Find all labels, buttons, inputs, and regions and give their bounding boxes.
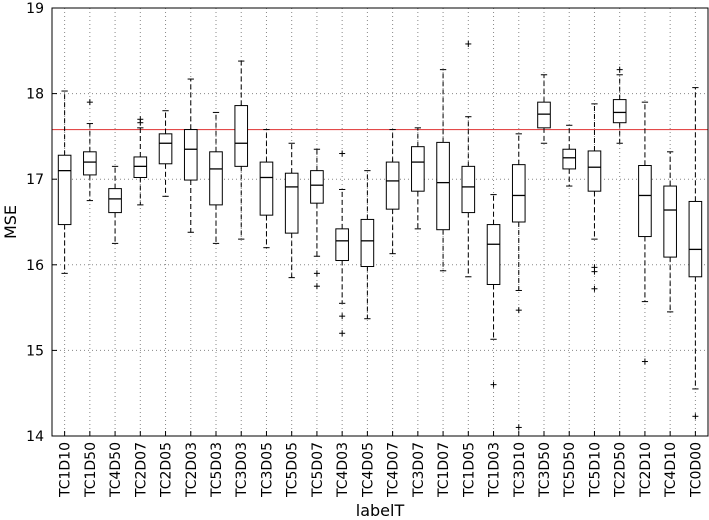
boxes [57,40,703,431]
box-iqr [562,148,577,170]
x-tick-label: TC4D05 [360,442,376,498]
box-TC2D03 [183,78,198,233]
box-iqr [587,150,602,192]
y-axis-label: MSE [1,205,20,239]
box-iqr [688,200,703,278]
y-ticks: 14 15 16 17 18 19 [26,1,57,445]
x-tick-label: TC2D03 [184,442,200,498]
box-TC1D10 [57,90,72,274]
box-iqr [436,141,450,231]
box-TC4D07 [385,129,400,255]
box-iqr [461,165,476,214]
box-iqr [612,99,627,124]
box-TC3D03 [234,60,249,240]
box-iqr [385,161,400,210]
box-TC3D07 [411,127,425,230]
box-iqr [183,129,198,181]
x-tick-label: TC3D05 [259,442,275,498]
box-TC3D50 [537,74,551,144]
y-tick-label: 15 [26,343,44,359]
x-axis-label: labelT [356,501,405,520]
y-tick-label: 16 [26,258,44,274]
box-iqr [108,188,122,214]
x-tick-label: TC1D05 [461,442,477,498]
box-iqr [57,154,72,226]
y-tick-label: 19 [26,1,44,17]
x-tick-label: TC1D10 [58,442,74,498]
x-tick-label: TC5D05 [285,442,301,498]
x-tick-label: TC2D05 [159,442,175,498]
x-tick-label: TC3D07 [411,442,427,498]
box-iqr [335,228,349,262]
x-tick-label: TC4D07 [386,442,402,498]
x-tick-label: TC0D00 [688,442,704,498]
y-tick-label: 17 [26,172,44,188]
y-tick-label: 18 [26,87,44,103]
x-tick-label: TC4D50 [108,442,124,498]
box-iqr [411,146,425,192]
box-TC1D05 [461,40,476,278]
box-TC5D50 [562,124,577,187]
box-iqr [259,161,274,216]
box-TC2D07 [133,116,148,206]
box-TC2D10 [638,101,652,365]
box-iqr [310,170,324,204]
x-tick-label: TC1D07 [436,442,452,498]
box-TC2D05 [158,110,173,197]
x-tick-label: TC5D10 [587,442,603,498]
box-TC5D03 [209,111,223,244]
box-TC5D10 [587,103,602,292]
x-tick-label: TC4D10 [663,442,679,498]
box-TC4D10 [663,151,677,313]
x-tick-label: TC5D50 [562,442,578,498]
box-TC4D05 [360,170,375,320]
x-tick-label: TC2D50 [613,442,629,498]
x-tick-label: TC5D07 [310,442,326,498]
x-tick-label: TC1D03 [487,442,503,498]
box-iqr [234,105,249,167]
box-TC0D00 [688,87,703,420]
box-iqr [537,101,551,129]
box-iqr [209,151,223,206]
box-iqr [511,164,526,223]
x-tick-label: TC1D50 [83,442,99,498]
x-tick-label: TC2D10 [638,442,654,498]
box-TC3D05 [259,129,274,249]
y-tick-label: 14 [26,429,44,445]
box-TC3D10 [511,133,526,431]
box-iqr [360,218,375,268]
x-tick-label: TC2D07 [133,442,149,498]
box-iqr [638,165,652,238]
box-iqr [486,224,501,285]
x-tick-label: TC5D03 [209,442,225,498]
grid [52,7,708,437]
box-iqr [284,172,299,234]
box-TC5D05 [284,142,299,279]
x-tick-label: TC3D10 [512,442,528,498]
box-iqr [133,156,148,178]
box-TC1D07 [436,69,450,272]
box-TC4D03 [335,150,349,337]
x-ticks: TC1D10 TC1D50 TC4D50 TC2D07 TC2D05 TC2D03 TC5D… [58,431,704,498]
box-iqr [158,133,173,165]
box-TC5D07 [310,148,324,290]
box-TC4D50 [108,165,122,244]
box-TC1D03 [486,194,501,388]
box-iqr [663,185,677,258]
box-iqr [83,151,97,176]
box-TC2D50 [612,66,627,144]
x-tick-label: TC3D50 [537,442,553,498]
x-tick-label: TC3D03 [234,442,250,498]
plot-frame [51,7,709,437]
x-tick-label: TC4D03 [335,442,351,498]
box-TC1D50 [83,99,97,202]
